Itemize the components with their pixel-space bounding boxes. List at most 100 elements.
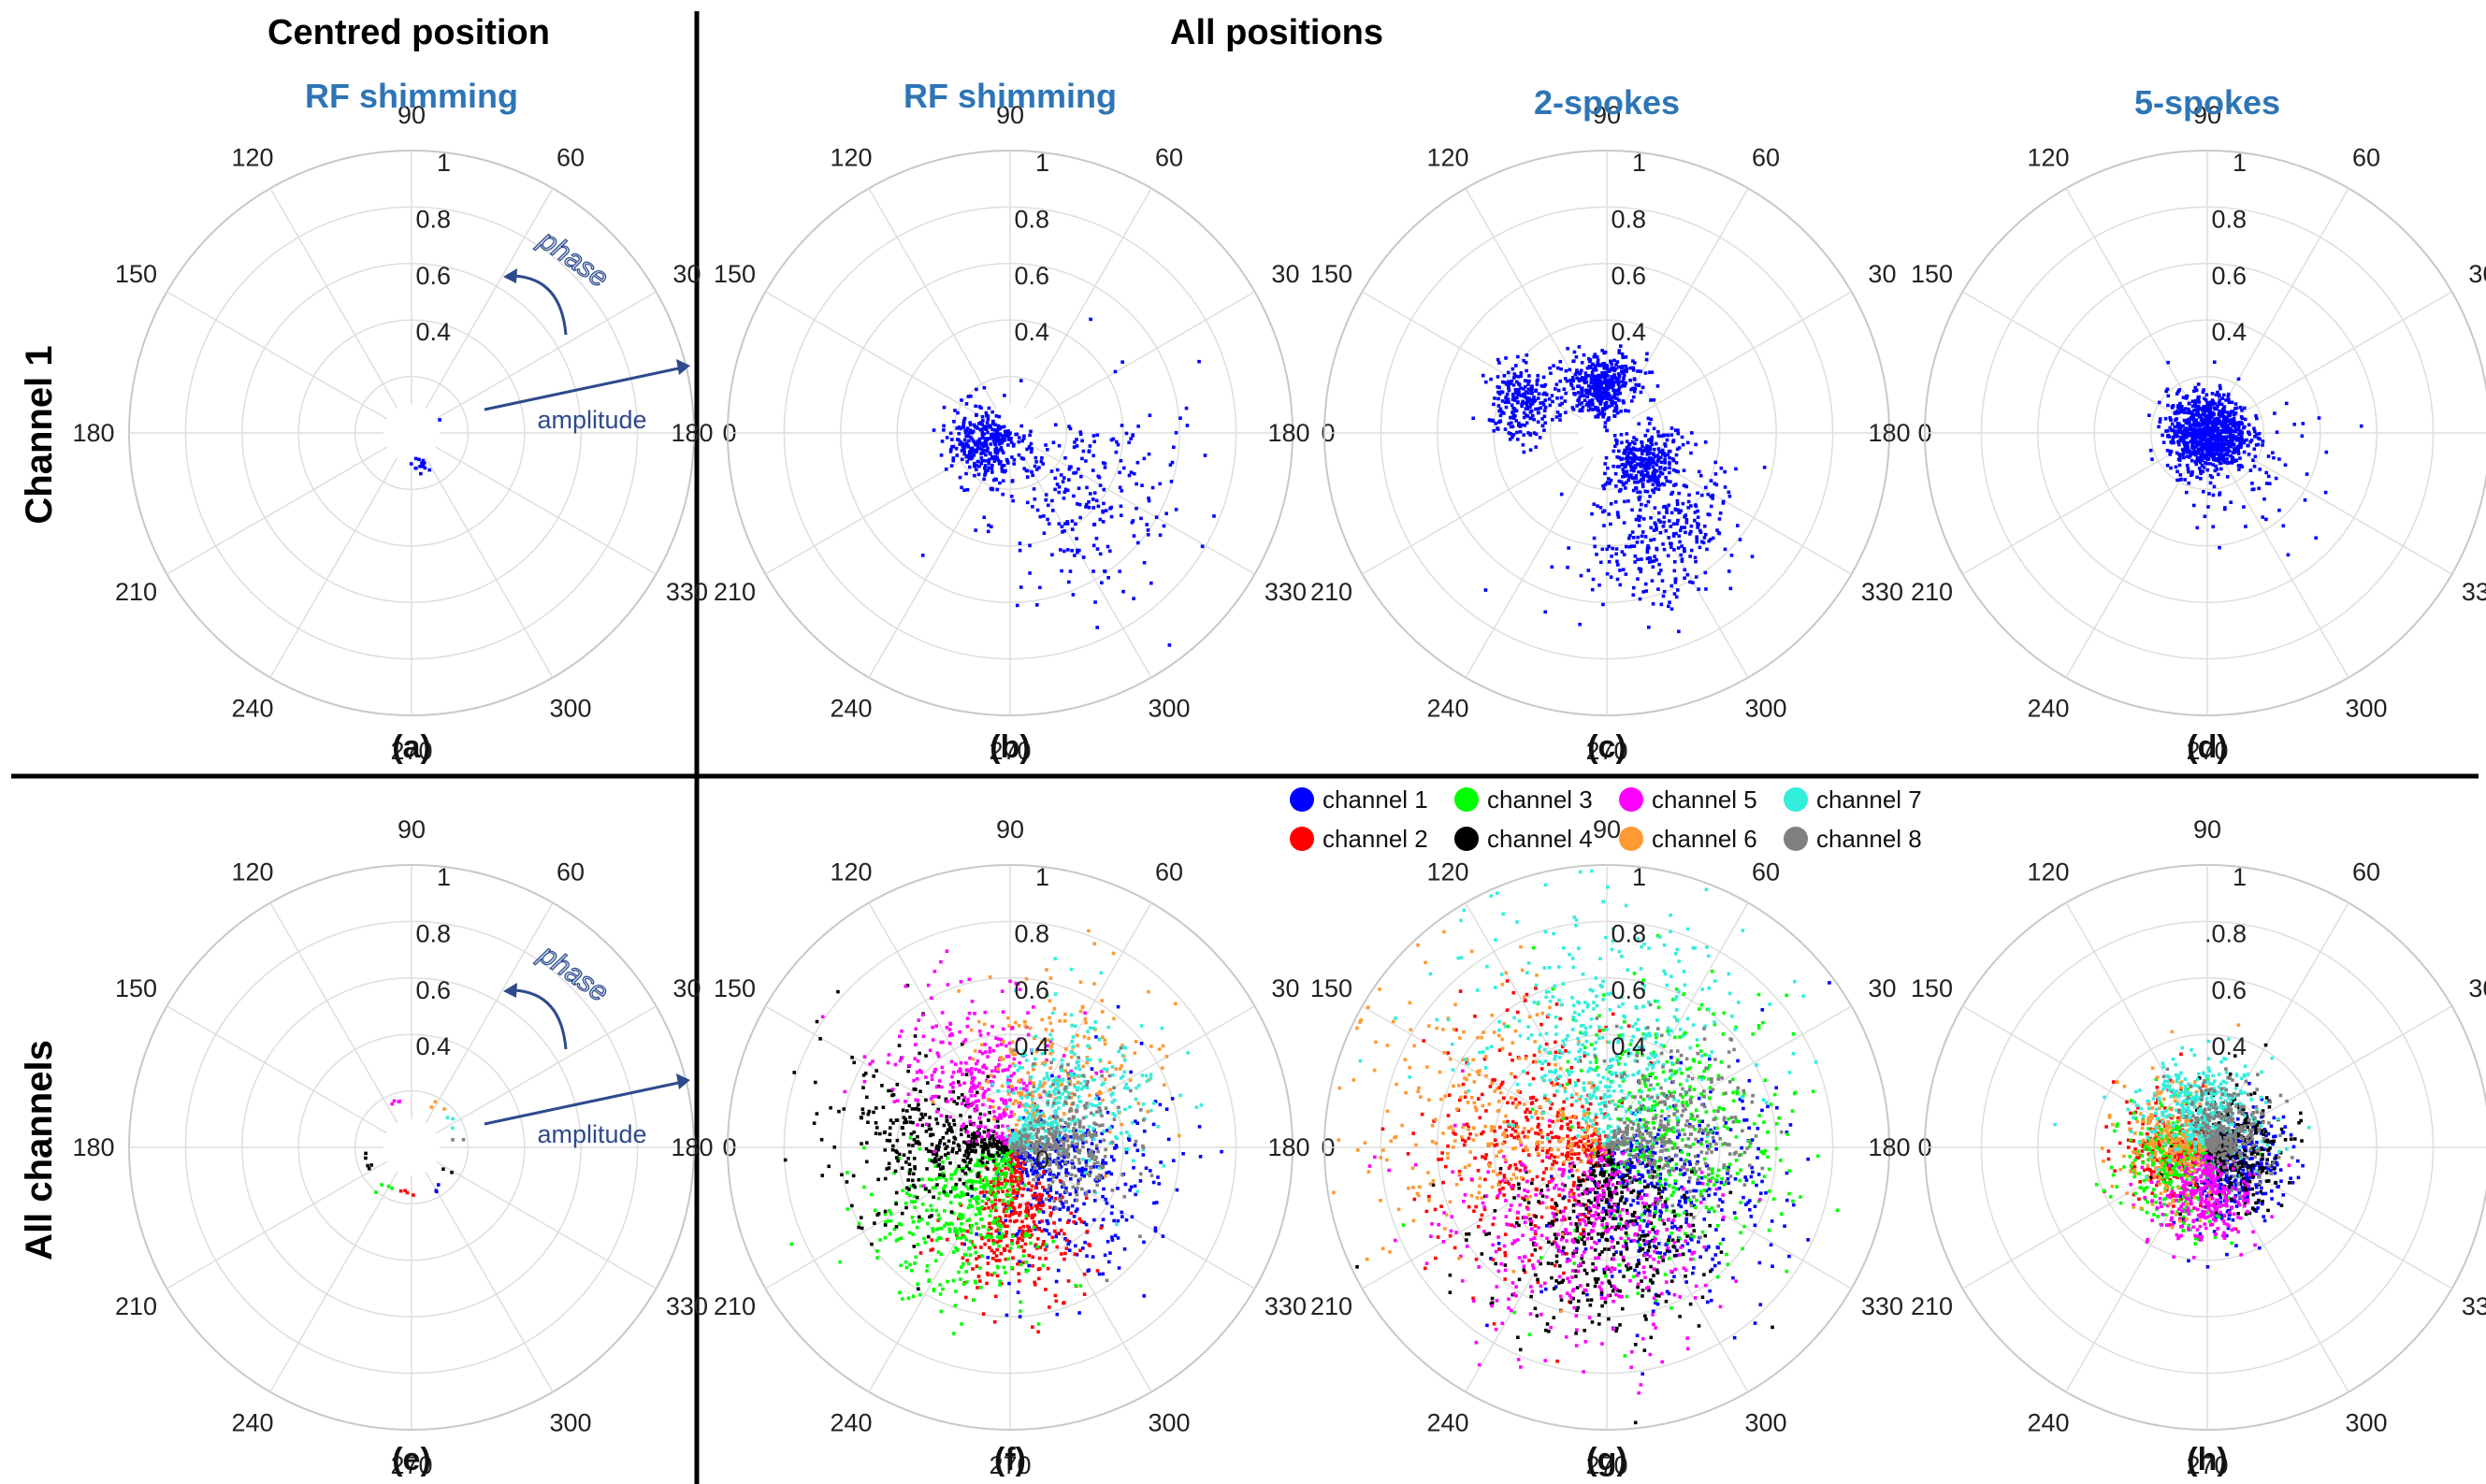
data-point-channel-1 (954, 446, 959, 451)
data-point-channel-3 (923, 1240, 928, 1245)
data-point-channel-1 (1587, 373, 1591, 378)
data-point-channel-1 (1503, 427, 1508, 431)
data-point-channel-1 (2232, 416, 2236, 421)
panel-title: RF shimming (903, 77, 1117, 115)
data-point-channel-5 (1005, 1068, 1010, 1072)
data-point-channel-1 (2190, 438, 2195, 441)
data-point-channel-1 (1610, 555, 1613, 558)
data-point-channel-2 (1011, 1184, 1015, 1189)
data-point-channel-1 (2176, 404, 2180, 408)
data-point-channel-1 (1069, 1135, 1073, 1139)
data-point-channel-1 (1632, 436, 1636, 439)
data-point-channel-1 (987, 459, 990, 464)
data-point-channel-4 (861, 1086, 865, 1089)
data-point-channel-1 (1570, 375, 1575, 380)
data-point-channel-1 (949, 438, 954, 441)
data-point-channel-2 (1033, 1280, 1037, 1285)
data-point-channel-1 (1596, 406, 1600, 411)
data-point-channel-1 (1654, 441, 1658, 446)
data-point-channel-1 (1503, 381, 1507, 384)
data-point-channel-1 (975, 387, 978, 392)
data-point-channel-1 (1526, 382, 1530, 386)
data-point-channel-1 (976, 472, 981, 477)
data-point-channel-1 (1586, 404, 1591, 409)
data-point-channel-1 (1049, 1195, 1053, 1200)
data-point-channel-4 (910, 1178, 915, 1183)
data-point-channel-3 (985, 1233, 990, 1238)
data-point-channel-1 (1104, 509, 1108, 512)
data-point-channel-1 (2182, 434, 2186, 439)
data-point-channel-1 (963, 430, 968, 435)
grid-spoke (2220, 188, 2349, 410)
data-point-channel-1 (1615, 577, 1620, 582)
data-point-channel-1 (1147, 452, 1151, 456)
data-point-channel-1 (1028, 571, 1032, 575)
data-point-channel-1 (1638, 508, 1642, 512)
data-point-channel-3 (925, 1269, 929, 1273)
data-point-channel-1 (1662, 505, 1666, 509)
data-point-channel-1 (1172, 445, 1176, 450)
data-point-channel-1 (1629, 468, 1634, 472)
data-point-channel-1 (2175, 425, 2179, 429)
data-point-channel-2 (985, 1281, 989, 1286)
data-point-channel-5 (939, 1040, 943, 1045)
data-point-channel-1 (1640, 452, 1644, 456)
data-point-channel-4 (985, 1160, 990, 1164)
data-point-channel-4 (874, 1126, 879, 1130)
grid-spoke (425, 902, 554, 1124)
data-point-channel-1 (1039, 459, 1044, 464)
data-point-channel-1 (2217, 458, 2220, 463)
data-point-channel-1 (2233, 412, 2236, 417)
data-point-channel-1 (2236, 377, 2241, 382)
data-point-channel-5 (934, 1024, 939, 1029)
data-point-channel-4 (859, 1216, 863, 1219)
data-point-channel-1 (2217, 448, 2220, 453)
data-point-channel-2 (1060, 1252, 1063, 1256)
data-point-channel-1 (2192, 409, 2196, 412)
data-point-channel-3 (932, 1287, 936, 1291)
data-point-channel-4 (927, 1189, 932, 1193)
data-point-channel-1 (1644, 357, 1649, 362)
data-point-channel-4 (939, 1155, 944, 1160)
data-point-channel-1 (1540, 424, 1545, 428)
data-point-channel-4 (888, 1132, 892, 1136)
data-point-channel-1 (1514, 419, 1518, 423)
data-point-channel-1 (2234, 439, 2239, 442)
data-point-channel-1 (1129, 1185, 1134, 1189)
data-point-channel-1 (1512, 409, 1517, 413)
data-point-channel-1 (1683, 526, 1686, 529)
data-point-channel-1 (1048, 1198, 1052, 1203)
data-point-channel-1 (942, 428, 946, 432)
data-point-channel-5 (903, 1100, 907, 1103)
data-point-channel-1 (2213, 407, 2218, 411)
data-point-channel-1 (1615, 465, 1620, 468)
data-point-channel-1 (1650, 370, 1655, 374)
data-point-channel-5 (1057, 1074, 1061, 1079)
data-point-channel-4 (974, 1148, 977, 1153)
data-point-channel-3 (929, 1203, 933, 1208)
angle-tick-label: 300 (549, 694, 591, 722)
data-point-channel-5 (965, 1016, 970, 1020)
data-point-channel-1 (1101, 1272, 1106, 1276)
data-point-channel-2 (1009, 1203, 1013, 1208)
data-point-channel-3 (1007, 1188, 1012, 1192)
radial-tick-label: 0.4 (1014, 318, 1049, 346)
data-point-channel-1 (981, 419, 985, 423)
data-point-channel-1 (1636, 577, 1640, 581)
data-point-channel-1 (1153, 1229, 1158, 1233)
data-point-channel-1 (1558, 413, 1562, 418)
data-point-channel-1 (1098, 1139, 1103, 1144)
data-point-channel-1 (1103, 1253, 1107, 1258)
data-point-channel-1 (2207, 413, 2211, 417)
data-point-channel-1 (2198, 467, 2202, 470)
data-point-channel-1 (1044, 493, 1048, 497)
data-point-channel-1 (2224, 435, 2229, 439)
data-point-channel-4 (952, 1135, 957, 1140)
data-point-channel-1 (2164, 389, 2168, 394)
data-point-channel-1 (1605, 367, 1609, 370)
data-point-channel-1 (1598, 505, 1603, 510)
data-point-channel-1 (1025, 475, 1030, 479)
angle-tick-label: 180 (671, 419, 713, 447)
data-point-channel-5 (1014, 981, 1019, 986)
data-point-channel-1 (1597, 380, 1601, 383)
